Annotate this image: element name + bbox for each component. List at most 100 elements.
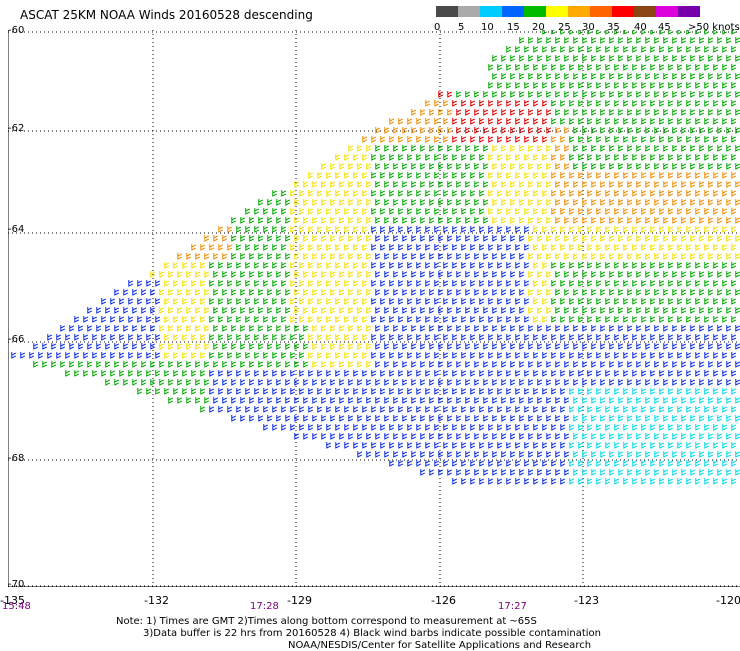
wind-barb	[636, 217, 642, 224]
wind-barb	[672, 127, 678, 134]
wind-barb	[65, 370, 71, 377]
wind-barb	[726, 379, 732, 386]
wind-barb-map	[8, 30, 740, 587]
wind-barb	[641, 370, 647, 377]
wind-barb	[137, 280, 143, 287]
wind-barb	[677, 118, 683, 125]
wind-barb	[699, 397, 705, 404]
wind-barb	[690, 235, 696, 242]
wind-barb	[686, 334, 692, 341]
wind-barb	[263, 208, 269, 215]
wind-barb	[227, 280, 233, 287]
wind-barb	[155, 280, 161, 287]
wind-barb	[717, 217, 723, 224]
wind-barb	[461, 370, 467, 377]
wind-barb	[510, 109, 516, 116]
wind-barb	[515, 226, 521, 233]
wind-barb	[479, 118, 485, 125]
wind-barb	[240, 307, 246, 314]
wind-barb	[654, 253, 660, 260]
wind-barb	[726, 235, 732, 242]
wind-barb	[569, 82, 575, 89]
wind-barb	[326, 172, 332, 179]
wind-barb	[461, 208, 467, 215]
wind-barb	[519, 253, 525, 260]
wind-barb	[726, 145, 732, 152]
wind-barb	[258, 199, 264, 206]
wind-barb	[632, 316, 638, 323]
wind-barb	[114, 307, 120, 314]
wind-barb	[398, 280, 404, 287]
wind-barb	[542, 478, 548, 485]
wind-barb	[272, 244, 278, 251]
wind-barb	[488, 82, 494, 89]
wind-barb	[632, 370, 638, 377]
wind-barb	[317, 370, 323, 377]
wind-barb	[510, 433, 516, 440]
wind-barb	[470, 424, 476, 431]
wind-barb	[425, 406, 431, 413]
wind-barb	[555, 253, 561, 260]
wind-barb	[506, 334, 512, 341]
wind-barb	[650, 388, 656, 395]
wind-barb	[726, 199, 732, 206]
wind-barb	[488, 136, 494, 143]
wind-barb	[303, 307, 309, 314]
wind-barb	[704, 280, 710, 287]
wind-barb	[164, 262, 170, 269]
wind-barb	[366, 397, 372, 404]
wind-barb	[110, 352, 116, 359]
wind-barb	[627, 253, 633, 260]
wind-barb	[542, 64, 548, 71]
wind-barb	[722, 316, 728, 323]
wind-barb	[429, 469, 435, 476]
wind-barb	[348, 253, 354, 260]
wind-barb	[420, 397, 426, 404]
wind-barb	[461, 460, 467, 467]
wind-barb	[686, 406, 692, 413]
wind-barb	[245, 370, 251, 377]
note-line-2: 3)Data buffer is 22 hrs from 20160528 4)…	[143, 628, 601, 639]
wind-barb	[236, 352, 242, 359]
wind-barb	[681, 163, 687, 170]
wind-barb	[335, 442, 341, 449]
wind-barb	[524, 352, 530, 359]
wind-barb	[258, 253, 264, 260]
wind-barb	[587, 478, 593, 485]
wind-barb	[681, 127, 687, 134]
wind-barb	[258, 217, 264, 224]
wind-barb	[722, 424, 728, 431]
wind-barb	[470, 280, 476, 287]
wind-barb	[731, 334, 737, 341]
wind-barb	[636, 55, 642, 62]
wind-barb	[609, 397, 615, 404]
wind-barb	[78, 361, 84, 368]
wind-barb	[497, 226, 503, 233]
wind-barb	[681, 451, 687, 458]
wind-barb	[164, 352, 170, 359]
wind-barb	[146, 316, 152, 323]
wind-barb	[398, 460, 404, 467]
lon-label-120: -120	[716, 594, 740, 607]
wind-barb	[128, 352, 134, 359]
wind-barb	[515, 298, 521, 305]
wind-barb	[483, 343, 489, 350]
wind-barb	[542, 118, 548, 125]
wind-barb	[681, 307, 687, 314]
wind-barb	[429, 325, 435, 332]
wind-barb	[492, 415, 498, 422]
wind-barb	[470, 370, 476, 377]
wind-barb	[618, 451, 624, 458]
wind-barb	[470, 388, 476, 395]
wind-barb	[132, 379, 138, 386]
wind-barb	[425, 172, 431, 179]
wind-barb	[393, 253, 399, 260]
wind-barb	[335, 424, 341, 431]
wind-barb	[344, 406, 350, 413]
wind-barb	[555, 127, 561, 134]
wind-barb	[339, 397, 345, 404]
wind-barb	[519, 145, 525, 152]
wind-barb	[258, 361, 264, 368]
wind-barb	[362, 154, 368, 161]
wind-barb	[366, 271, 372, 278]
